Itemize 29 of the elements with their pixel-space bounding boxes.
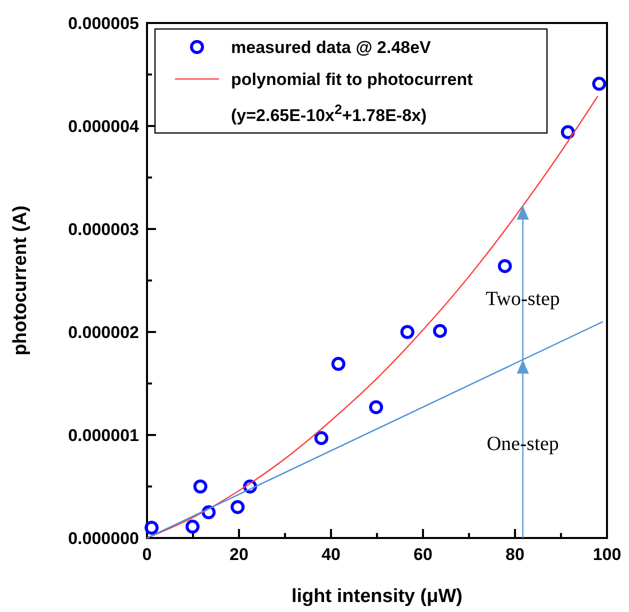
point	[400, 325, 414, 339]
point	[186, 520, 200, 534]
y-tick-label: 0.000004	[68, 116, 140, 136]
y-tick-label: 0.000001	[68, 426, 139, 445]
point	[230, 500, 245, 514]
x-tick-label: 80	[506, 545, 524, 564]
x-axis-title: light intensity (μW)	[292, 586, 462, 607]
legend-label: polynomial fit to photocurrent	[231, 70, 474, 89]
legend-label: measured data @ 2.48eV	[231, 38, 432, 57]
y-tick-label: 0.000000	[68, 528, 139, 548]
annotation: (y=2.65E-10x$^{2}$+1.78E-8x)	[231, 101, 427, 125]
point	[433, 324, 448, 338]
y-axis-title: photocurrent (A)	[10, 206, 31, 356]
point	[592, 76, 606, 91]
line-series	[146, 95, 598, 539]
point	[144, 520, 159, 535]
x-tick-label: 20	[230, 545, 248, 564]
x-tick-label: 40	[322, 545, 340, 564]
point	[331, 356, 346, 371]
x-tick-label: 0	[142, 545, 152, 564]
y-tick-label: 0.000002	[68, 322, 139, 342]
x-tick-label: 100	[592, 545, 622, 564]
y-tick-label: 0.000003	[68, 220, 139, 239]
point	[314, 431, 328, 446]
point	[498, 259, 512, 274]
y-tick-label: 0.000005	[68, 14, 139, 33]
point	[193, 480, 208, 494]
point	[369, 400, 384, 414]
x-tick-label: 60	[414, 545, 432, 564]
